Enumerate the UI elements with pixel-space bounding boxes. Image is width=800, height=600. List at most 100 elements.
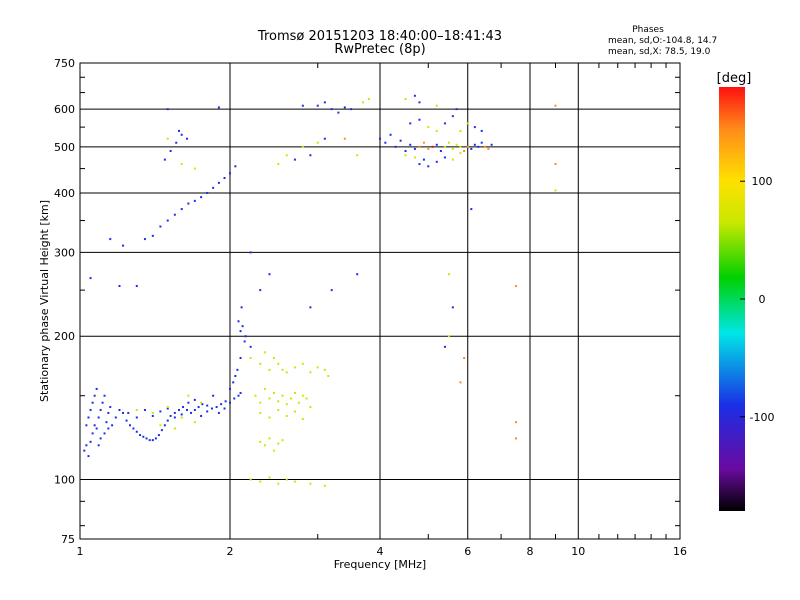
data-point xyxy=(151,439,154,442)
data-point xyxy=(409,143,412,146)
data-points xyxy=(83,94,557,487)
data-point xyxy=(229,401,231,404)
data-point xyxy=(85,444,88,447)
data-point xyxy=(212,394,215,397)
x-axis-ticks: 1 2 4 6 8 10 16 xyxy=(77,63,687,558)
data-point xyxy=(470,147,473,150)
data-point xyxy=(151,414,154,417)
data-point xyxy=(135,416,138,419)
colorbar-tick-label: 0 xyxy=(759,293,766,306)
grid-lines xyxy=(80,63,680,539)
data-point xyxy=(263,387,266,390)
data-point xyxy=(233,397,236,400)
data-point xyxy=(93,424,96,427)
data-point xyxy=(384,141,387,144)
data-point xyxy=(143,408,146,411)
data-point xyxy=(466,122,469,125)
data-point xyxy=(277,163,280,166)
data-point xyxy=(217,181,220,184)
data-point xyxy=(477,145,480,148)
data-point xyxy=(132,427,135,430)
y-tick-label: 600 xyxy=(54,103,75,116)
data-point xyxy=(394,145,397,148)
data-point xyxy=(186,408,189,411)
data-point xyxy=(166,419,169,422)
data-point xyxy=(91,432,94,435)
data-point xyxy=(367,98,370,101)
data-point xyxy=(249,357,252,360)
data-point xyxy=(427,147,430,150)
data-point xyxy=(277,482,280,485)
data-point xyxy=(103,394,106,397)
data-point xyxy=(305,397,308,400)
data-point xyxy=(451,147,454,150)
data-point xyxy=(206,191,209,194)
data-point xyxy=(109,238,112,241)
data-point xyxy=(356,273,359,276)
data-point xyxy=(97,416,100,419)
data-point xyxy=(272,391,275,394)
data-point xyxy=(343,106,346,109)
data-point xyxy=(142,435,145,438)
data-point xyxy=(180,163,183,166)
data-point xyxy=(169,149,172,152)
data-point xyxy=(268,273,271,276)
data-point xyxy=(413,94,416,97)
data-point xyxy=(166,406,169,409)
data-point xyxy=(293,158,296,161)
data-point xyxy=(159,424,162,427)
data-point xyxy=(200,196,203,199)
data-point xyxy=(259,440,262,443)
data-point xyxy=(189,411,192,414)
data-point xyxy=(297,401,300,404)
data-point xyxy=(173,411,176,414)
data-point xyxy=(480,141,483,144)
data-point xyxy=(263,351,266,354)
data-point xyxy=(87,416,90,419)
data-point xyxy=(241,325,244,328)
data-point xyxy=(490,143,493,146)
data-point xyxy=(180,133,183,136)
data-point xyxy=(413,156,416,159)
data-point xyxy=(240,306,243,309)
data-point xyxy=(89,277,92,280)
data-point xyxy=(451,158,454,161)
data-point xyxy=(435,129,438,132)
data-point xyxy=(447,335,450,338)
data-point xyxy=(163,158,166,161)
data-point xyxy=(447,273,450,276)
data-point xyxy=(268,397,271,400)
data-point xyxy=(159,225,162,228)
data-point xyxy=(159,410,162,413)
y-tick-label: 500 xyxy=(54,141,75,154)
data-point xyxy=(309,154,312,157)
data-point xyxy=(139,434,142,437)
data-point xyxy=(356,154,359,157)
y-axis-label: Stationary phase Virtual Height [km] xyxy=(38,200,51,402)
data-point xyxy=(239,330,242,333)
x-tick-label: 10 xyxy=(571,545,585,558)
data-point xyxy=(83,449,86,452)
data-point xyxy=(154,437,157,440)
data-point xyxy=(281,394,284,397)
data-point xyxy=(232,381,235,384)
data-point xyxy=(399,139,402,142)
data-point xyxy=(327,375,330,378)
data-point xyxy=(463,149,466,152)
data-point xyxy=(418,101,421,104)
data-point xyxy=(200,401,203,404)
data-point xyxy=(301,418,304,421)
data-point xyxy=(277,400,280,403)
data-point xyxy=(259,480,262,483)
y-axis-ticks: 75 100 200 300 400 500 600 750 xyxy=(54,57,680,546)
data-point xyxy=(151,234,154,237)
data-point xyxy=(173,416,176,419)
plot-frame xyxy=(79,62,681,540)
x-tick-label: 6 xyxy=(464,545,471,558)
data-point xyxy=(163,424,166,427)
data-point xyxy=(459,381,462,384)
data-point xyxy=(515,285,518,288)
data-point xyxy=(473,126,476,129)
data-point xyxy=(87,455,90,458)
